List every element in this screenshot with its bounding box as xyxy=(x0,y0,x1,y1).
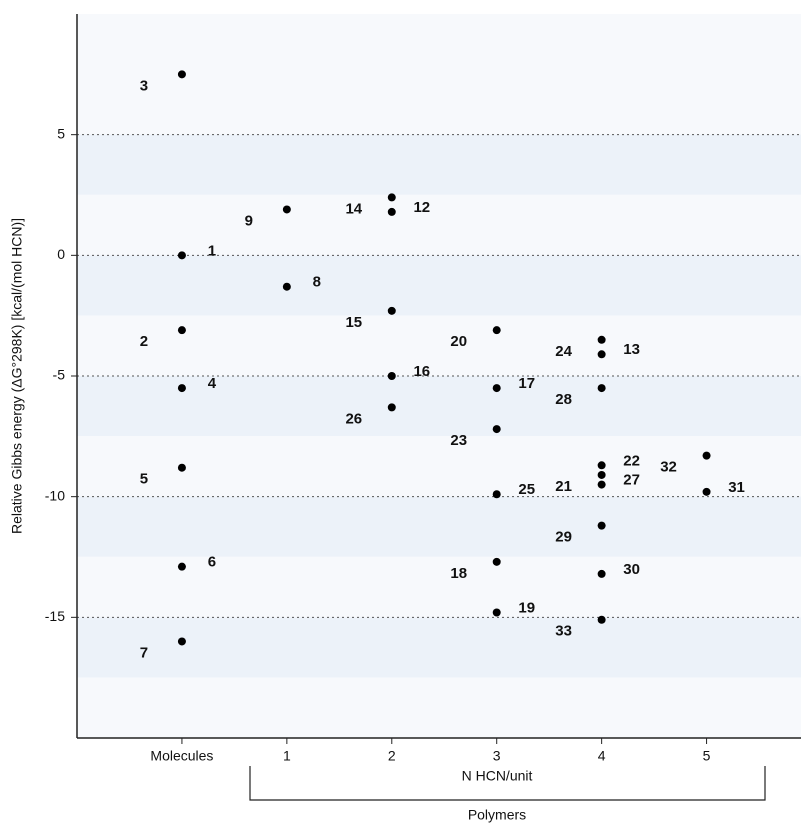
point-label: 25 xyxy=(518,481,535,498)
point-label: 13 xyxy=(623,341,640,358)
point xyxy=(493,490,501,498)
point-label: 5 xyxy=(140,471,148,488)
point xyxy=(703,488,711,496)
x-tick-label: Molecules xyxy=(150,748,213,764)
point xyxy=(598,570,606,578)
x-tick-label: 4 xyxy=(598,748,606,764)
point-label: 2 xyxy=(140,333,148,350)
point xyxy=(493,384,501,392)
chart: Relative Gibbs energy (ΔG°298K) [kcal/(m… xyxy=(0,0,801,826)
point-label: 27 xyxy=(623,472,640,489)
point-label: 22 xyxy=(623,452,640,469)
y-tick-label: 5 xyxy=(57,125,65,141)
point-label: 18 xyxy=(450,565,467,582)
x-tick-label: 3 xyxy=(493,748,501,764)
point-label: 15 xyxy=(345,314,362,331)
band xyxy=(77,376,801,436)
point xyxy=(178,70,186,78)
point-label: 20 xyxy=(450,333,467,350)
point-label: 14 xyxy=(345,200,362,217)
y-tick-label: -10 xyxy=(45,487,65,503)
point-label: 33 xyxy=(555,623,572,640)
y-tick-label: 0 xyxy=(57,246,65,262)
band xyxy=(77,497,801,557)
point-label: 30 xyxy=(623,561,640,578)
point xyxy=(598,471,606,479)
band xyxy=(77,255,801,315)
point xyxy=(178,326,186,334)
band xyxy=(77,135,801,195)
group-label: Polymers xyxy=(468,807,526,823)
point xyxy=(178,384,186,392)
point-label: 19 xyxy=(518,599,535,616)
point-label: 1 xyxy=(208,242,216,259)
point xyxy=(388,372,396,380)
point-label: 23 xyxy=(450,432,467,449)
point xyxy=(493,326,501,334)
point xyxy=(598,384,606,392)
point xyxy=(598,616,606,624)
point xyxy=(598,336,606,344)
point-label: 9 xyxy=(245,212,253,229)
point xyxy=(178,464,186,472)
point-label: 31 xyxy=(728,479,745,496)
point xyxy=(598,350,606,358)
point xyxy=(388,307,396,315)
point xyxy=(178,563,186,571)
point xyxy=(388,208,396,216)
point xyxy=(388,403,396,411)
point xyxy=(283,283,291,291)
point xyxy=(598,481,606,489)
point-label: 32 xyxy=(660,459,677,476)
point xyxy=(388,193,396,201)
y-tick-label: -15 xyxy=(45,608,65,624)
point-label: 6 xyxy=(208,554,216,571)
point xyxy=(493,609,501,617)
point xyxy=(178,251,186,259)
point-label: 16 xyxy=(413,363,430,380)
point xyxy=(178,637,186,645)
point-label: 26 xyxy=(345,410,362,427)
point-label: 7 xyxy=(140,644,148,661)
point xyxy=(493,425,501,433)
point xyxy=(598,461,606,469)
point-label: 21 xyxy=(555,478,572,495)
point xyxy=(493,558,501,566)
point-label: 17 xyxy=(518,375,535,392)
point-label: 8 xyxy=(313,274,321,291)
y-axis-label: Relative Gibbs energy (ΔG°298K) [kcal/(m… xyxy=(9,218,25,534)
x-axis-label: N HCN/unit xyxy=(462,768,533,784)
point-label: 3 xyxy=(140,77,148,94)
point xyxy=(598,522,606,530)
point xyxy=(703,452,711,460)
x-tick-label: 1 xyxy=(283,748,291,764)
point-label: 29 xyxy=(555,529,572,546)
y-tick-label: -5 xyxy=(53,367,66,383)
point-label: 4 xyxy=(208,375,217,392)
point-label: 12 xyxy=(413,199,430,216)
band xyxy=(77,617,801,677)
x-tick-label: 5 xyxy=(703,748,711,764)
point-label: 24 xyxy=(555,343,572,360)
point xyxy=(283,205,291,213)
point-label: 28 xyxy=(555,391,572,408)
x-tick-label: 2 xyxy=(388,748,396,764)
